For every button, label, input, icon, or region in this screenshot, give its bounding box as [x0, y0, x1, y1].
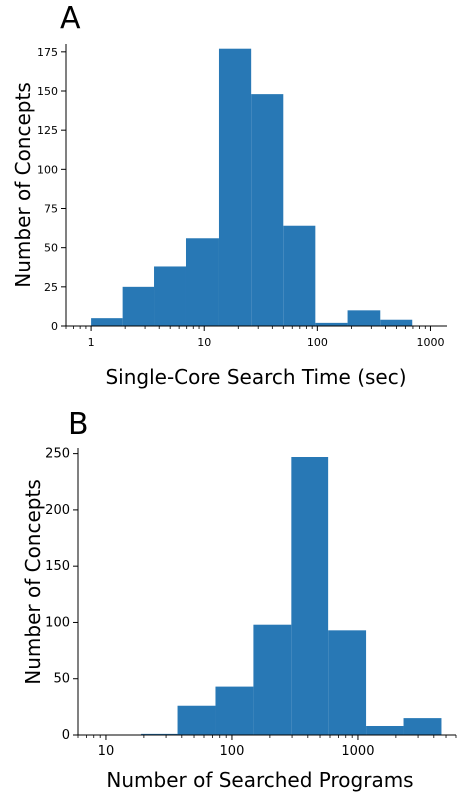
panel-b-label: B [68, 407, 89, 442]
panel-a-bar-7 [315, 322, 348, 326]
panel-b-bar-7 [403, 718, 442, 735]
panel-a-bar-3 [185, 238, 219, 326]
panel-a-bar-5 [251, 94, 284, 326]
panel-b-bar-3 [253, 624, 292, 735]
panel-a-x-axis-label: Single-Core Search Time (sec) [105, 365, 406, 389]
panel-b-bar-4 [291, 457, 329, 735]
panel-a-x-tick-label: 10 [197, 336, 211, 349]
panel-b-y-tick-label: 250 [45, 447, 70, 462]
panel-a-bars [91, 48, 413, 326]
panel-b-y-axis-label: Number of Concepts [21, 479, 45, 684]
panel-a-y-tick-label: 100 [37, 163, 58, 176]
panel-a-bar-1 [122, 286, 155, 326]
panel-a-y-tick-label: 150 [37, 85, 58, 98]
panel-a-y-tick-label: 0 [51, 320, 58, 333]
panel-a-x-tick-label: 1 [88, 336, 95, 349]
panel-b-y-tick-label: 200 [45, 503, 70, 518]
panel-b: B 10 100 1000 0 50 100 150 200 250 Number of Se… [21, 407, 457, 792]
panel-b-bar-5 [328, 630, 367, 735]
panel-a-x-ticks: 1 10 100 1000 [65, 326, 444, 349]
panel-b-x-ticks: 10 100 1000 [77, 735, 457, 759]
panel-a-y-tick-label: 175 [37, 46, 58, 59]
panel-a-x-tick-label: 1000 [416, 336, 444, 349]
panel-b-x-axis-label: Number of Searched Programs [106, 768, 413, 792]
panel-b-bar-6 [366, 725, 404, 735]
panel-b-x-tick-label: 1000 [341, 744, 374, 759]
panel-a-y-ticks: 0 25 50 75 100 125 150 175 [37, 46, 66, 333]
panel-a-bar-0 [91, 318, 123, 326]
panel-a-bar-6 [283, 225, 316, 326]
panel-a-y-axis-label: Number of Concepts [11, 82, 35, 287]
panel-a-bar-8 [347, 310, 381, 326]
panel-a-label: A [60, 1, 81, 36]
panel-b-y-tick-label: 150 [45, 559, 70, 574]
panel-b-bar-0 [141, 733, 178, 735]
panel-b-y-tick-label: 0 [62, 728, 70, 743]
panel-b-bars [141, 457, 442, 735]
panel-b-bar-2 [215, 686, 254, 735]
panel-a-y-tick-label: 125 [37, 124, 58, 137]
panel-a-bar-9 [380, 319, 413, 326]
panel-b-x-tick-label: 10 [98, 744, 115, 759]
panel-a-bar-4 [218, 48, 252, 326]
panel-a-bar-2 [154, 266, 186, 326]
panel-b-y-tick-label: 50 [53, 672, 70, 687]
panel-b-bar-1 [177, 705, 216, 735]
panel-b-y-ticks: 0 50 100 150 200 250 [45, 447, 78, 743]
panel-b-x-tick-label: 100 [220, 744, 245, 759]
panel-a-y-tick-label: 75 [44, 203, 58, 216]
panel-a-x-tick-label: 100 [307, 336, 328, 349]
panel-b-y-tick-label: 100 [45, 615, 70, 630]
panel-a-y-tick-label: 25 [44, 281, 58, 294]
panel-a-y-tick-label: 50 [44, 242, 58, 255]
panel-a: A 1 10 100 1000 0 25 50 75 100 125 150 175 Single-… [11, 1, 447, 389]
